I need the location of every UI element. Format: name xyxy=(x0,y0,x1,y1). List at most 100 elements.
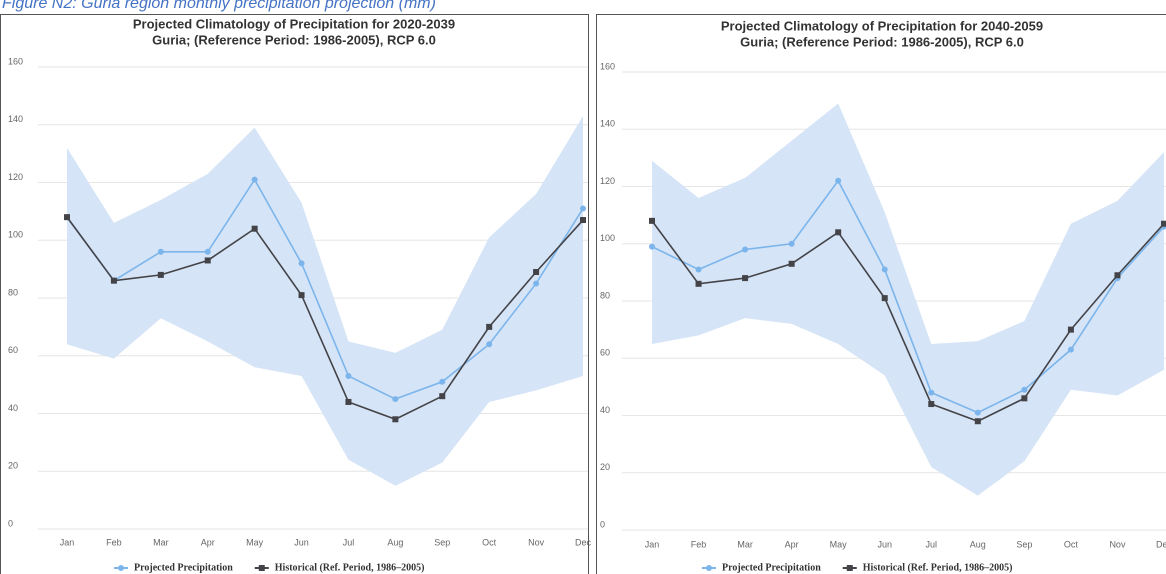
point xyxy=(928,389,935,396)
point xyxy=(835,177,842,184)
chart-title: Projected Climatology of Precipitation f… xyxy=(721,18,1043,33)
x-tick-label: Sep xyxy=(434,537,450,547)
legend-label: Projected Precipitation xyxy=(722,562,821,573)
y-tick-label: 40 xyxy=(8,403,18,413)
y-tick-label: 100 xyxy=(600,233,615,243)
point xyxy=(974,409,981,416)
point xyxy=(580,217,586,224)
x-tick-label: Oct xyxy=(1064,539,1079,549)
point xyxy=(486,323,493,330)
point xyxy=(788,240,795,247)
x-tick-label: Jan xyxy=(645,539,660,549)
point xyxy=(439,393,446,400)
point xyxy=(695,266,702,273)
x-tick-label: Jul xyxy=(343,537,355,547)
x-tick-label: Apr xyxy=(785,539,799,549)
y-tick-label: 120 xyxy=(600,176,615,186)
x-tick-label: Mar xyxy=(737,539,753,549)
point xyxy=(251,225,258,232)
x-tick-label: Aug xyxy=(970,539,986,549)
y-tick-label: 60 xyxy=(8,345,18,355)
x-tick-label: Feb xyxy=(106,537,122,547)
point xyxy=(439,378,446,385)
x-tick-label: Apr xyxy=(201,537,215,547)
y-tick-label: 60 xyxy=(600,348,610,358)
point xyxy=(298,292,305,299)
point xyxy=(110,277,117,284)
point xyxy=(533,280,540,287)
y-tick-label: 40 xyxy=(600,405,610,415)
point xyxy=(881,295,888,302)
series-line xyxy=(66,216,584,421)
legend-label: Projected Precipitation xyxy=(134,562,233,573)
x-tick-label: Jun xyxy=(294,537,309,547)
legend-swatch xyxy=(258,565,265,571)
point xyxy=(392,416,399,423)
point xyxy=(835,229,842,236)
legend-swatch xyxy=(118,565,124,571)
y-tick-label: 0 xyxy=(600,519,605,529)
point xyxy=(649,217,655,224)
panel-border xyxy=(0,14,589,574)
point xyxy=(533,269,540,276)
point xyxy=(1021,395,1028,402)
legend-swatch xyxy=(846,565,853,571)
y-tick-label: 20 xyxy=(600,462,610,472)
y-tick-label: 120 xyxy=(8,172,23,182)
x-tick-label: Dec xyxy=(575,537,592,547)
point xyxy=(788,260,795,267)
x-tick-label: May xyxy=(246,537,264,547)
point xyxy=(486,341,493,348)
point xyxy=(204,248,211,255)
point xyxy=(345,398,352,405)
point xyxy=(974,418,981,425)
x-tick-label: Mar xyxy=(153,537,169,547)
chart-subtitle: Guria; (Reference Period: 1986-2005), RC… xyxy=(740,34,1024,49)
x-tick-label: Sep xyxy=(1016,539,1032,549)
point xyxy=(204,257,211,264)
y-tick-label: 80 xyxy=(600,290,610,300)
caption: Figure N2: Guria region monthly precipit… xyxy=(2,0,436,12)
series-line xyxy=(66,178,584,400)
x-tick-label: Aug xyxy=(387,537,403,547)
panel-border xyxy=(596,14,1166,574)
x-tick-label: Oct xyxy=(482,537,497,547)
x-tick-label: Jan xyxy=(60,537,75,547)
point xyxy=(742,246,749,253)
point xyxy=(1114,272,1121,279)
chart-subtitle: Guria; (Reference Period: 1986-2005), RC… xyxy=(152,32,436,47)
point xyxy=(157,248,164,255)
y-tick-label: 80 xyxy=(8,287,18,297)
point xyxy=(881,266,888,273)
series-line xyxy=(651,220,1165,423)
x-tick-label: Jul xyxy=(926,539,938,549)
point xyxy=(345,372,352,379)
point xyxy=(1067,346,1074,353)
x-tick-label: May xyxy=(830,539,848,549)
chart-title: Projected Climatology of Precipitation f… xyxy=(133,16,455,31)
point xyxy=(298,260,305,267)
y-tick-label: 140 xyxy=(600,119,615,129)
y-tick-label: 100 xyxy=(8,230,23,240)
legend-label: Historical (Ref. Period, 1986–2005) xyxy=(275,562,425,573)
legend-swatch xyxy=(706,565,712,571)
point xyxy=(157,271,164,278)
point xyxy=(695,280,702,287)
point xyxy=(649,243,655,250)
point xyxy=(1067,326,1074,333)
point xyxy=(928,401,935,408)
point xyxy=(392,396,399,403)
point xyxy=(742,275,749,282)
point xyxy=(251,176,258,183)
range-band xyxy=(652,103,1164,496)
y-tick-label: 20 xyxy=(8,461,18,471)
point xyxy=(1021,386,1028,393)
y-tick-label: 0 xyxy=(8,518,13,528)
x-tick-label: Dec xyxy=(1156,539,1166,549)
y-tick-label: 160 xyxy=(8,56,23,66)
x-tick-label: Nov xyxy=(1109,539,1126,549)
point xyxy=(64,214,70,221)
x-tick-label: Nov xyxy=(528,537,545,547)
point xyxy=(1161,220,1166,227)
